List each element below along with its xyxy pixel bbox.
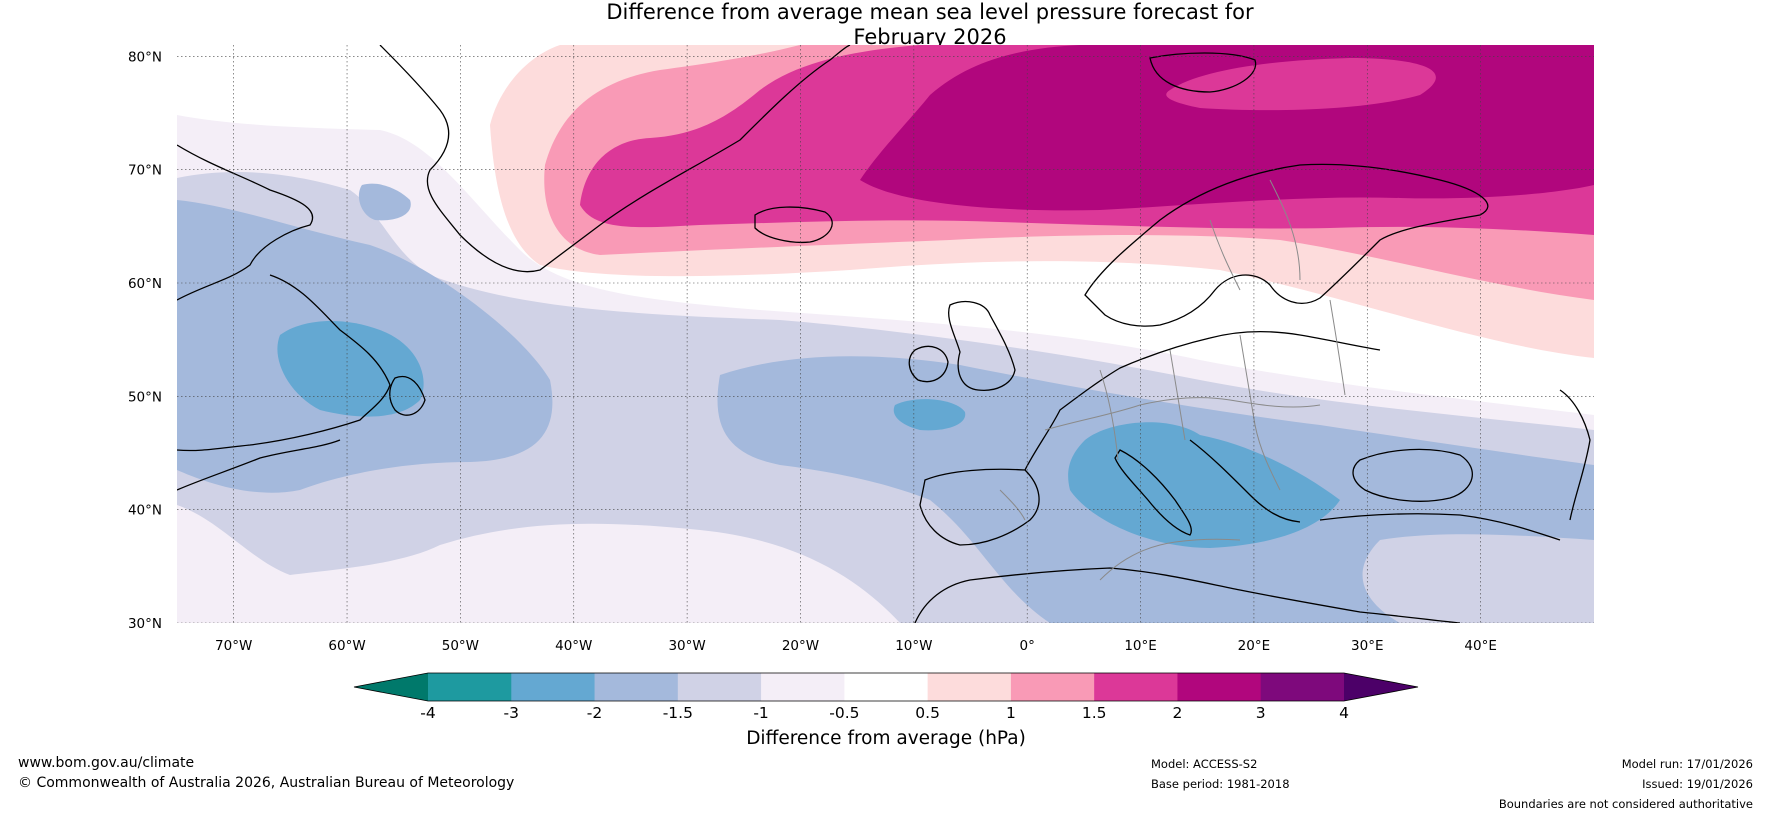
footer-copyright: © Commonwealth of Australia 2026, Austra…	[18, 775, 515, 791]
colorbar-swatch	[511, 673, 596, 701]
anomaly-band-plus-2	[860, 45, 1594, 211]
longitude-labels: 70°W 60°W 50°W 40°W 30°W 20°W 10°W 0° 10…	[215, 638, 1497, 654]
cb-tick-label: 0.5	[915, 704, 940, 722]
colorbar-swatches	[353, 672, 1419, 702]
cb-tick-label: -3	[504, 704, 519, 722]
colorbar-swatch	[428, 673, 512, 701]
boundary-line	[999, 489, 1026, 521]
boundary-line	[1269, 179, 1301, 281]
latitude-labels: 30°N 40°N 50°N 60°N 70°N 80°N	[128, 49, 162, 632]
anomaly-band-minus-1.5-c	[358, 183, 411, 221]
colorbar-swatch	[1010, 673, 1095, 701]
map-plot-area	[177, 45, 1594, 623]
colorbar-swatch	[677, 673, 762, 701]
scandinavia-coast	[1084, 163, 1489, 327]
lon-label-30e: 30°E	[1351, 638, 1383, 654]
colorbar-swatch	[1177, 673, 1262, 701]
labrador-coast	[177, 274, 391, 452]
svalbard-coast	[1149, 52, 1257, 93]
anomaly-band-plus-1.5-b	[1166, 58, 1436, 111]
greenland-coast	[379, 45, 851, 273]
lat-label-50: 50°N	[128, 389, 162, 405]
colorbar: -4 -3 -2 -1.5 -1 -0.5 0.5 1 1.5 2 3 4 Di…	[353, 672, 1419, 749]
national-boundaries	[999, 179, 1346, 581]
newfoundland-coast	[389, 375, 426, 416]
lat-label-60: 60°N	[128, 276, 162, 292]
turkey-coast	[1319, 513, 1561, 541]
colorbar-swatch	[761, 673, 845, 701]
lon-label-20e: 20°E	[1238, 638, 1270, 654]
anomaly-band-minus-2-b	[893, 399, 966, 431]
boundary-line	[1099, 369, 1119, 461]
boundary-line	[1329, 299, 1346, 396]
cb-tick-label: 4	[1339, 704, 1349, 722]
colorbar-extend-max	[1344, 673, 1418, 701]
coastlines	[177, 45, 1591, 623]
lat-label-70: 70°N	[128, 163, 162, 179]
italy-coast	[1114, 449, 1192, 536]
lat-label-40: 40°N	[128, 503, 162, 519]
boundary-line	[1099, 538, 1241, 581]
colorbar-swatch	[1260, 673, 1345, 701]
colorbar-outline	[353, 672, 1419, 702]
cb-tick-label: 1.5	[1082, 704, 1107, 722]
footer-model: Model: ACCESS-S2	[1151, 757, 1258, 771]
lon-label-50w: 50°W	[442, 638, 479, 654]
balkans-coast	[1189, 439, 1301, 523]
africa-coast	[914, 567, 1461, 623]
boundary-line	[1044, 397, 1321, 431]
title-line-1: Difference from average mean sea level p…	[606, 0, 1254, 24]
lon-label-60w: 60°W	[328, 638, 365, 654]
colorbar-swatch	[927, 673, 1012, 701]
cb-tick-label: 3	[1256, 704, 1266, 722]
lat-label-80: 80°N	[128, 49, 162, 65]
baffin-coast	[177, 144, 314, 301]
caspian-coast	[1559, 389, 1591, 521]
colorbar-label: Difference from average (hPa)	[746, 728, 1026, 749]
cb-tick-label: -2	[587, 704, 602, 722]
ireland-coast	[908, 345, 949, 383]
lon-label-10e: 10°E	[1124, 638, 1156, 654]
cb-tick-label: -4	[420, 704, 435, 722]
lat-label-30: 30°N	[128, 616, 162, 632]
cb-tick-label: 1	[1006, 704, 1016, 722]
lon-label-70w: 70°W	[215, 638, 252, 654]
footer-model-run: Model run: 17/01/2026	[1621, 757, 1753, 771]
lon-label-20w: 20°W	[782, 638, 819, 654]
cb-tick-label: -1.5	[663, 704, 693, 722]
colorbar-swatch	[844, 673, 929, 701]
graticule	[177, 45, 1594, 623]
footer-disclaimer: Boundaries are not considered authoritat…	[1498, 797, 1753, 811]
lon-label-40e: 40°E	[1464, 638, 1496, 654]
cb-tick-label: 2	[1173, 704, 1183, 722]
boundary-line	[1169, 349, 1186, 441]
map-title: Difference from average mean sea level p…	[0, 0, 1770, 50]
europe-coast	[1024, 330, 1381, 471]
nova-scotia-coast	[177, 439, 341, 491]
anomaly-band-minus-2-c	[1068, 422, 1340, 548]
lon-label-0: 0°	[1020, 638, 1035, 654]
cb-tick-label: -1	[753, 704, 768, 722]
footer-url: www.bom.gov.au/climate	[18, 755, 195, 771]
cb-tick-label: -0.5	[829, 704, 859, 722]
iceland-coast	[754, 206, 833, 244]
footer-base-period: Base period: 1981-2018	[1151, 777, 1290, 791]
lon-label-30w: 30°W	[668, 638, 705, 654]
colorbar-tick-labels: -4 -3 -2 -1.5 -1 -0.5 0.5 1 1.5 2 3 4	[420, 704, 1349, 722]
iberia-coast	[919, 468, 1040, 546]
boundary-line	[1239, 334, 1281, 491]
black-sea-coast	[1352, 448, 1473, 502]
colorbar-extend-min	[354, 673, 428, 701]
colorbar-swatch	[1094, 673, 1178, 701]
footer-issued: Issued: 19/01/2026	[1642, 777, 1753, 791]
colorbar-swatch	[594, 673, 679, 701]
british-isles-coast	[948, 301, 1016, 391]
boundary-line	[1209, 219, 1241, 291]
lon-label-10w: 10°W	[895, 638, 932, 654]
lon-label-40w: 40°W	[555, 638, 592, 654]
